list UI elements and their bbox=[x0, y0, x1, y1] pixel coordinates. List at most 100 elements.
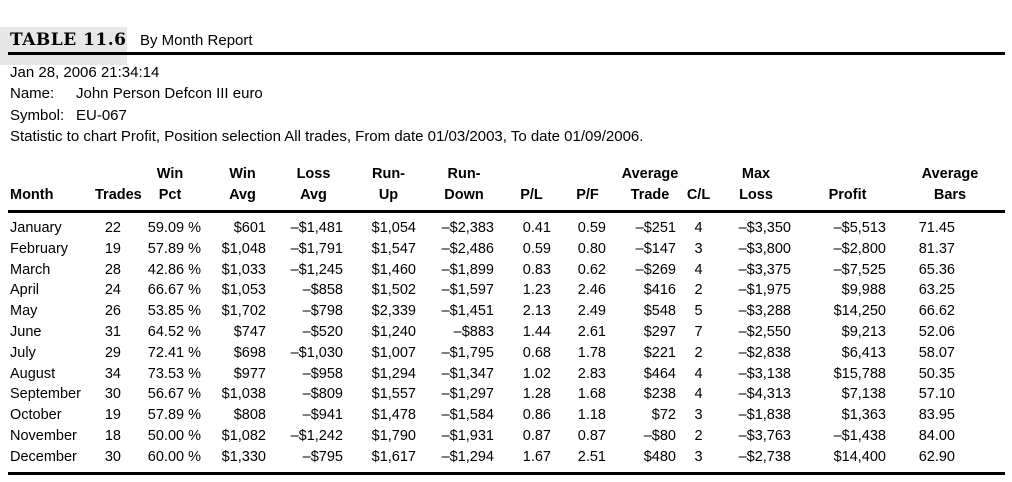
table-body: January 22 59.09 % $601 –$1,481 $1,054 –$2,383… bbox=[8, 212, 1005, 475]
avg-bars-cell: 81.37 bbox=[918, 240, 955, 257]
run-down-cell: –$1,931 bbox=[441, 427, 494, 444]
profit-cell: –$1,438 bbox=[833, 427, 886, 444]
profit-cell: –$7,525 bbox=[833, 261, 886, 278]
profit-cell: –$2,800 bbox=[833, 240, 886, 257]
max-loss-cell: –$3,800 bbox=[738, 240, 791, 257]
pl-cell: 0.83 bbox=[522, 261, 551, 278]
run-down-cell: –$1,347 bbox=[441, 365, 494, 382]
loss-avg-cell: –$1,245 bbox=[290, 261, 343, 278]
pl-cell: 1.02 bbox=[522, 365, 551, 382]
avg-trade-cell: $72 bbox=[651, 407, 676, 424]
run-down-cell: –$1,597 bbox=[441, 282, 494, 299]
loss-avg-cell: –$1,791 bbox=[290, 240, 343, 257]
month-cell: April bbox=[10, 282, 40, 299]
col-header-profit bbox=[800, 161, 895, 182]
run-down-cell: –$1,795 bbox=[441, 344, 494, 361]
profit-cell: $15,788 bbox=[833, 365, 886, 382]
avg-trade-cell: –$147 bbox=[635, 240, 676, 257]
col-header-win-pct: Pct bbox=[130, 182, 210, 213]
run-down-cell: –$1,584 bbox=[441, 407, 494, 424]
avg-trade-cell: $416 bbox=[643, 282, 676, 299]
win-pct-cell: 72.41 % bbox=[147, 344, 201, 361]
max-loss-cell: –$3,288 bbox=[738, 303, 791, 320]
avg-bars-cell: 62.90 bbox=[895, 446, 1005, 475]
month-cell: August bbox=[10, 365, 56, 382]
max-loss-cell: –$2,838 bbox=[738, 344, 791, 361]
pl-cell: 1.28 bbox=[522, 386, 551, 403]
month-cell: July bbox=[10, 344, 36, 361]
win-pct-cell: 59.09 % bbox=[147, 220, 201, 236]
pl-cell: 0.68 bbox=[522, 344, 551, 361]
col-header-max-loss: Loss bbox=[712, 182, 800, 213]
pl-cell: 1.23 bbox=[522, 282, 551, 299]
cl-cell: 4 bbox=[694, 386, 703, 403]
run-up-cell: $1,240 bbox=[371, 323, 416, 340]
col-header-month: Month bbox=[8, 182, 95, 213]
loss-avg-cell: –$1,030 bbox=[290, 344, 343, 361]
win-pct-cell: 57.89 % bbox=[147, 407, 201, 424]
win-avg-cell: $1,038 bbox=[221, 386, 266, 403]
col-header-max-loss: Max bbox=[741, 166, 771, 182]
win-pct-cell: 53.85 % bbox=[147, 303, 201, 320]
cl-cell: 3 bbox=[685, 446, 712, 475]
cl-cell: 2 bbox=[694, 427, 703, 444]
trades-cell: 24 bbox=[104, 282, 121, 299]
pl-cell: 0.59 bbox=[522, 240, 551, 257]
profit-cell: $7,138 bbox=[841, 386, 886, 403]
cl-cell: 4 bbox=[694, 365, 703, 382]
win-pct-cell: 57.89 % bbox=[147, 240, 201, 257]
pf-cell: 2.51 bbox=[560, 446, 615, 475]
trades-cell: 30 bbox=[104, 386, 121, 403]
col-header-avg-trade: Average bbox=[621, 166, 679, 182]
table-row: November 18 50.00 % $1,082 –$1,242 $1,790 –$1,… bbox=[8, 426, 1005, 447]
col-header-pl: P/L bbox=[503, 182, 560, 213]
win-pct-cell: 64.52 % bbox=[147, 323, 201, 340]
max-loss-cell: –$3,138 bbox=[738, 365, 791, 382]
pf-cell: 2.83 bbox=[577, 365, 606, 382]
win-avg-cell: $747 bbox=[233, 323, 266, 340]
win-avg-cell: $977 bbox=[233, 365, 266, 382]
max-loss-cell: –$3,350 bbox=[738, 220, 791, 236]
win-pct-cell: 50.00 % bbox=[147, 427, 201, 444]
table-row: February 19 57.89 % $1,048 –$1,791 $1,547 –$2,… bbox=[8, 239, 1005, 260]
profit-cell: $9,988 bbox=[841, 282, 886, 299]
run-up-cell: $1,617 bbox=[352, 446, 425, 475]
profit-cell: $14,400 bbox=[800, 446, 895, 475]
report-statistic-line: Statistic to chart Profit, Position sele… bbox=[10, 128, 644, 146]
trades-cell: 22 bbox=[104, 220, 121, 236]
report-timestamp: Jan 28, 2006 21:34:14 bbox=[10, 64, 160, 81]
win-avg-cell: $1,330 bbox=[210, 446, 275, 475]
col-header-avg-bars: Bars bbox=[895, 182, 1005, 213]
win-avg-cell: $601 bbox=[233, 220, 266, 236]
table-label: TABLE 11.6 bbox=[10, 30, 127, 50]
pl-cell: 0.86 bbox=[522, 407, 551, 424]
win-pct-cell: 73.53 % bbox=[147, 365, 201, 382]
table-row: December 30 60.00 % $1,330 –$795 $1,617 –$1,29… bbox=[8, 446, 1005, 475]
avg-trade-cell: –$80 bbox=[643, 427, 676, 444]
col-header-trades: Trades bbox=[95, 182, 142, 213]
run-down-cell: –$2,383 bbox=[441, 220, 494, 236]
loss-avg-cell: –$858 bbox=[302, 282, 343, 299]
run-up-cell: $1,460 bbox=[371, 261, 416, 278]
win-pct-cell: 66.67 % bbox=[147, 282, 201, 299]
avg-bars-cell: 83.95 bbox=[918, 407, 955, 424]
cl-cell: 4 bbox=[694, 220, 703, 236]
loss-avg-cell: –$798 bbox=[302, 303, 343, 320]
win-avg-cell: $808 bbox=[233, 407, 266, 424]
avg-bars-cell: 63.25 bbox=[918, 282, 955, 299]
loss-avg-cell: –$958 bbox=[302, 365, 343, 382]
col-header-trades bbox=[95, 161, 130, 182]
avg-bars-cell: 71.45 bbox=[918, 220, 955, 236]
trades-cell: 19 bbox=[104, 240, 121, 257]
pf-cell: 0.80 bbox=[577, 240, 606, 257]
pl-cell: 0.41 bbox=[522, 220, 551, 236]
by-month-table: Win Win Loss Run- Run- Average Max Average Month… bbox=[8, 161, 1005, 475]
profit-cell: $14,250 bbox=[833, 303, 886, 320]
pf-cell: 1.68 bbox=[577, 386, 606, 403]
col-header-loss-avg: Avg bbox=[275, 182, 352, 213]
trades-cell: 30 bbox=[95, 446, 130, 475]
pl-cell: 1.44 bbox=[522, 323, 551, 340]
pf-cell: 0.87 bbox=[577, 427, 606, 444]
run-up-cell: $1,547 bbox=[371, 240, 416, 257]
col-header-month bbox=[8, 161, 95, 182]
